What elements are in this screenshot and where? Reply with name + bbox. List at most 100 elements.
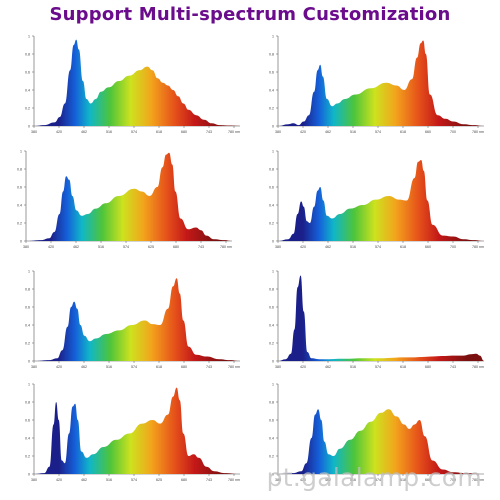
x-tick-label: 380 [275,478,281,482]
x-tick-label: 420 [300,245,306,249]
x-tick-label: 743 [450,365,456,369]
spectrum-svg: 0 0.2 0.4 0.6 0.8 1 380 420 462 516 574 618 680 743 78… [269,270,484,369]
x-tick-label: 780 nm [228,130,240,134]
x-tick-label: 660 [425,478,431,482]
spectrum-chart-5: 0 0.2 0.4 0.6 0.8 1 380 420 462 516 574 618 680 743 78… [18,265,253,375]
x-tick-label: 380 [275,245,281,249]
y-tick-label: 0.4 [269,437,274,441]
x-tick-label: 625 [148,245,154,249]
x-tick-label: 618 [400,478,406,482]
x-tick-label: 680 [173,245,179,249]
x-tick-label: 743 [206,478,212,482]
x-tick-label: 462 [73,245,79,249]
x-tick-label: 380 [31,365,37,369]
y-tick-label: 1 [272,383,274,387]
x-tick-label: 420 [56,365,62,369]
x-tick-label: 618 [156,365,162,369]
spectrum-svg: 0 0.2 0.4 0.6 0.8 1 380 420 462 516 574 618 660 700 78… [269,383,484,482]
y-tick-label: 0.8 [269,288,274,292]
y-tick-label: 0 [28,473,30,477]
x-tick-label: 462 [81,365,87,369]
spectrum-chart-3: 0 0.2 0.4 0.6 0.8 1 380 420 462 516 574 625 680 743 78… [10,145,245,255]
x-tick-label: 574 [131,365,137,369]
x-tick-label: 680 [425,365,431,369]
x-tick-label: 420 [300,130,306,134]
x-tick-label: 680 [181,130,187,134]
spectrum-area [278,409,484,474]
x-tick-label: 700 [450,130,456,134]
y-tick-label: 0.4 [269,89,274,93]
spectrum-chart-6: 0 0.2 0.4 0.6 0.8 1 380 420 462 516 574 618 680 743 78… [262,265,497,375]
x-tick-label: 462 [325,245,331,249]
x-tick-label: 780 nm [472,365,484,369]
y-tick-label: 0.8 [269,53,274,57]
x-tick-label: 780 nm [220,245,232,249]
y-tick-label: 0.6 [25,71,30,75]
x-tick-label: 380 [275,365,281,369]
spectrum-area [26,152,232,241]
x-tick-label: 618 [400,245,406,249]
y-tick-label: 0.8 [269,401,274,405]
x-tick-label: 680 [181,365,187,369]
spectrum-svg: 0 0.2 0.4 0.6 0.8 1 380 420 462 516 574 618 660 700 78… [269,150,484,249]
x-tick-label: 420 [48,245,54,249]
spectrum-area [34,39,240,126]
spectrum-area [34,387,240,474]
x-tick-label: 462 [325,130,331,134]
y-tick-label: 1 [28,270,30,274]
x-tick-label: 380 [23,245,29,249]
x-tick-label: 743 [206,365,212,369]
y-tick-label: 0.2 [25,107,30,111]
axes: 0 0.2 0.4 0.6 0.8 1 380 420 462 516 574 618 660 700 78… [269,150,484,249]
spectrum-chart-7: 0 0.2 0.4 0.6 0.8 1 380 420 462 516 574 625 680 743 78… [18,378,253,488]
y-tick-label: 0.6 [269,186,274,190]
spectrum-svg: 0 0.2 0.4 0.6 0.8 1 380 420 462 516 574 618 680 743 78… [25,270,240,369]
y-tick-label: 0.8 [25,53,30,57]
x-tick-label: 780 nm [228,478,240,482]
y-tick-label: 0 [272,473,274,477]
x-tick-label: 420 [300,365,306,369]
y-tick-label: 0.8 [25,401,30,405]
x-tick-label: 516 [350,478,356,482]
y-tick-label: 0.2 [25,455,30,459]
x-tick-label: 462 [325,365,331,369]
y-tick-label: 0 [28,360,30,364]
x-tick-label: 516 [106,478,112,482]
y-tick-label: 0.8 [25,288,30,292]
y-tick-label: 0 [272,240,274,244]
y-tick-label: 0.2 [269,107,274,111]
x-tick-label: 574 [131,130,137,134]
y-tick-label: 1 [28,383,30,387]
spectrum-chart-2: 0 0.2 0.4 0.6 0.8 1 380 420 462 516 574 618 660 700 78… [262,30,497,140]
x-tick-label: 625 [156,478,162,482]
x-tick-label: 743 [198,245,204,249]
x-tick-label: 516 [350,365,356,369]
x-tick-label: 574 [375,130,381,134]
y-tick-label: 0.4 [25,437,30,441]
y-tick-label: 1 [272,150,274,154]
spectrum-svg: 0 0.2 0.4 0.6 0.8 1 380 420 462 516 574 625 680 743 78… [17,150,232,249]
x-tick-label: 660 [425,245,431,249]
y-tick-label: 0.2 [269,342,274,346]
y-tick-label: 0.8 [17,168,22,172]
spectrum-chart-4: 0 0.2 0.4 0.6 0.8 1 380 420 462 516 574 618 660 700 78… [262,145,497,255]
spectrum-svg: 0 0.2 0.4 0.6 0.8 1 380 420 462 516 574 625 680 743 78… [25,383,240,482]
y-tick-label: 1 [28,35,30,39]
x-tick-label: 516 [106,365,112,369]
x-tick-label: 516 [98,245,104,249]
x-tick-label: 574 [375,245,381,249]
x-tick-label: 700 [450,478,456,482]
x-tick-label: 743 [206,130,212,134]
x-tick-label: 462 [325,478,331,482]
y-tick-label: 0.2 [17,222,22,226]
page-title: Support Multi-spectrum Customization [49,4,451,25]
y-tick-label: 1 [272,35,274,39]
spectrum-chart-8: 0 0.2 0.4 0.6 0.8 1 380 420 462 516 574 618 660 700 78… [262,378,497,488]
y-tick-label: 1 [272,270,274,274]
y-tick-label: 0.4 [25,324,30,328]
x-tick-label: 574 [375,478,381,482]
spectrum-svg: 0 0.2 0.4 0.6 0.8 1 380 420 462 516 574 618 680 743 78… [25,35,240,134]
x-tick-label: 780 nm [472,245,484,249]
x-tick-label: 516 [106,130,112,134]
x-tick-label: 462 [81,130,87,134]
